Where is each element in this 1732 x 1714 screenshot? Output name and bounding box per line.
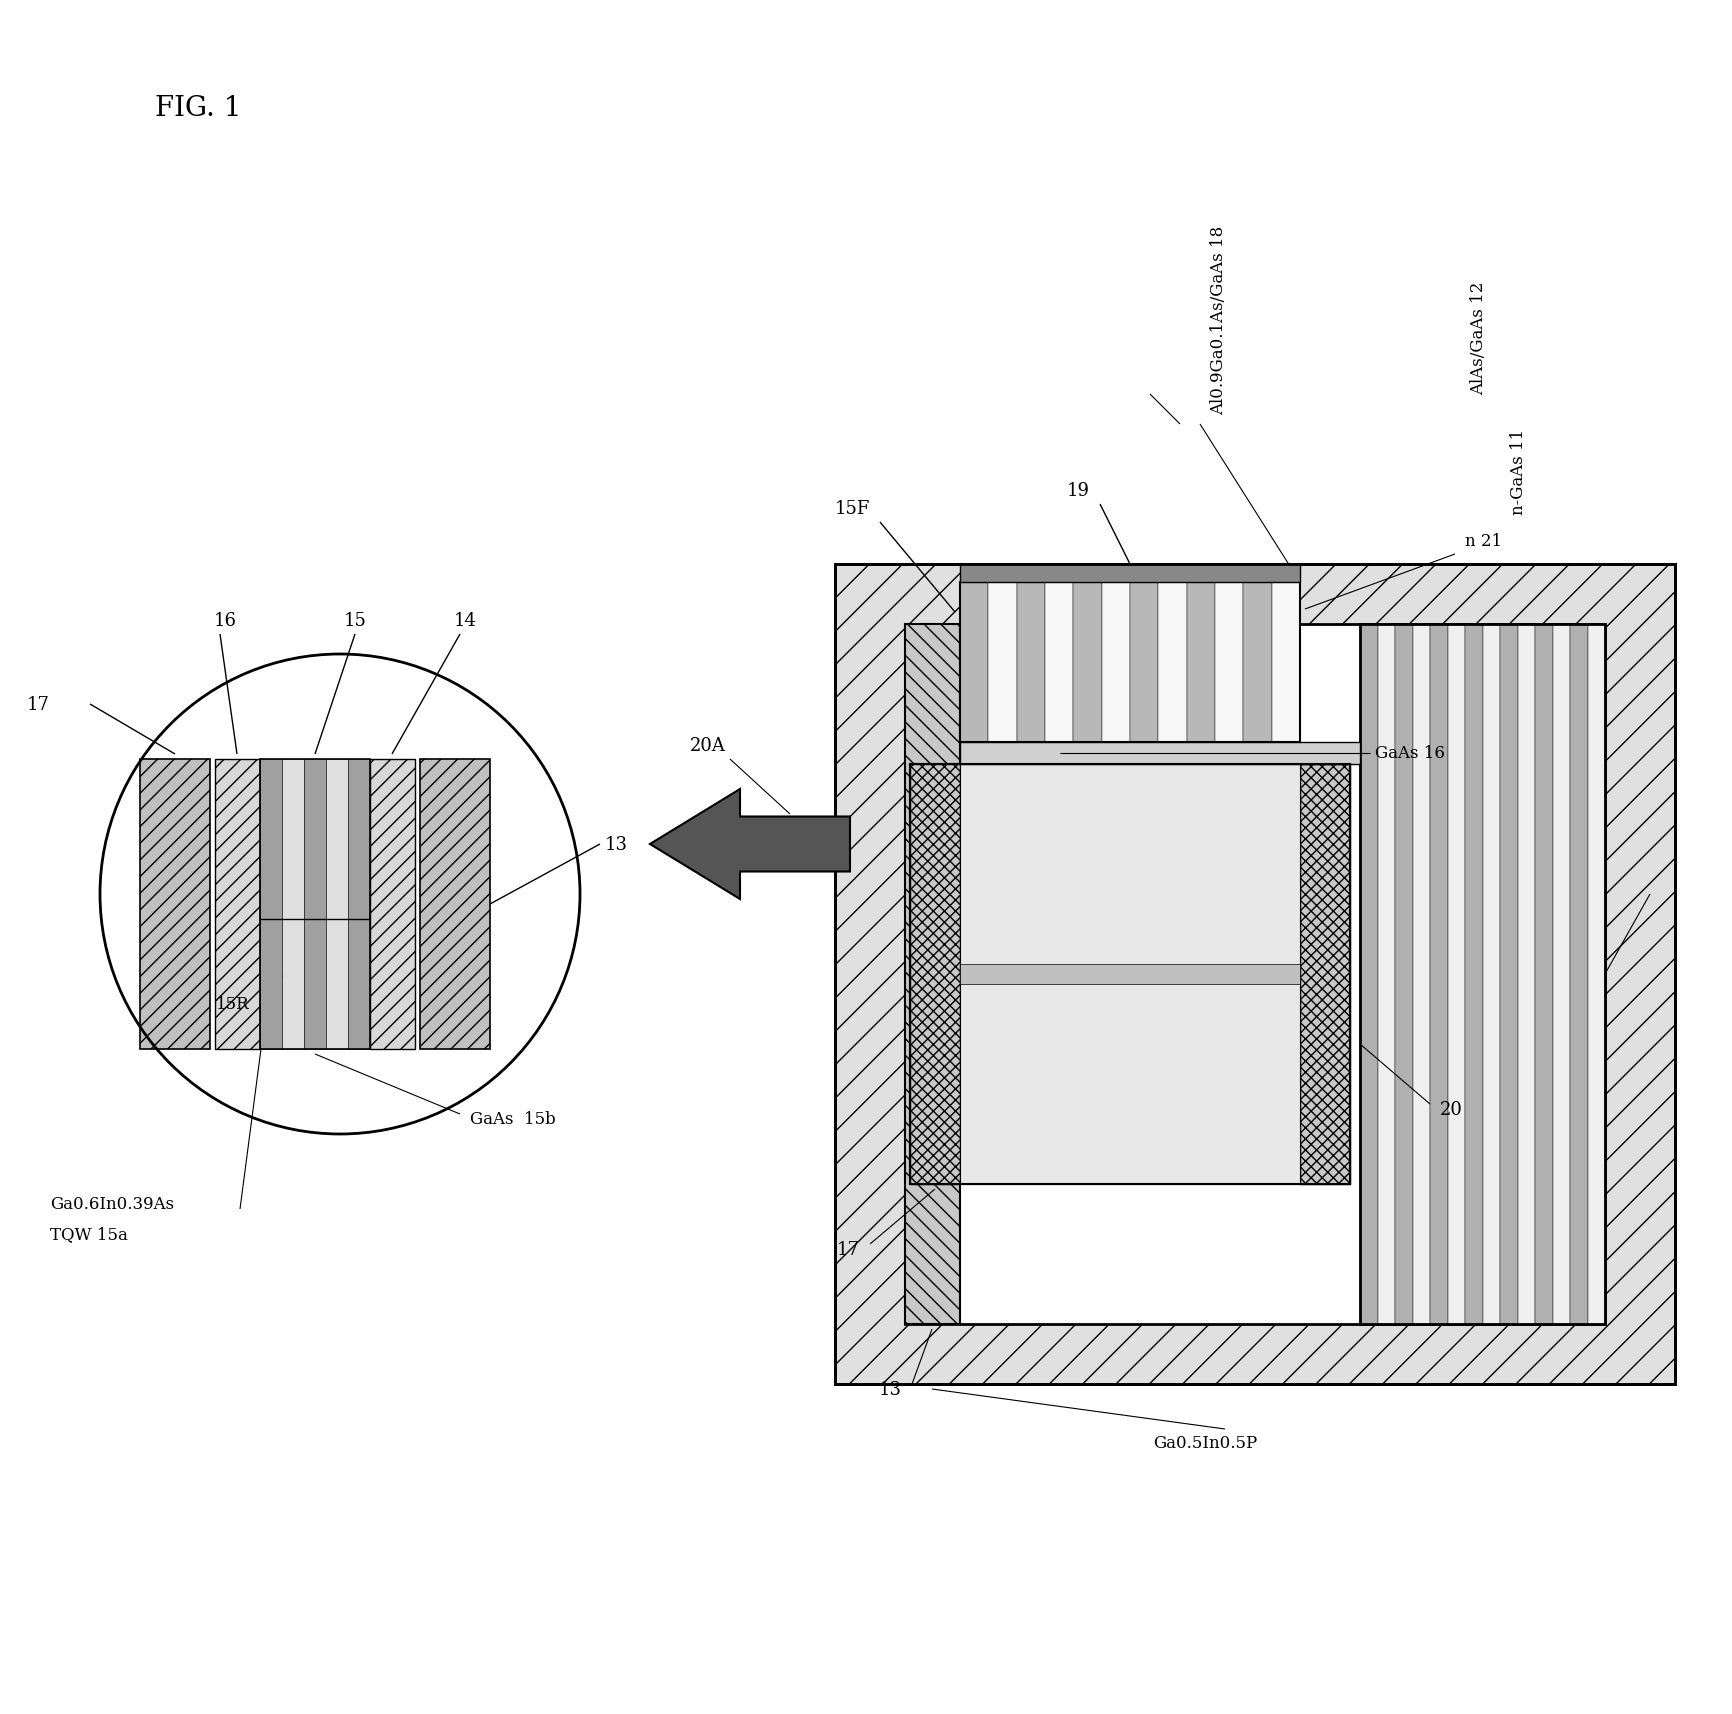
Text: 16: 16 [213, 612, 237, 629]
Bar [1552, 624, 1569, 1325]
Text: 20A: 20A [689, 737, 726, 754]
Text: 17: 17 [28, 696, 50, 713]
Bar [1394, 624, 1413, 1325]
Text: 17: 17 [837, 1241, 861, 1258]
FancyArrow shape [650, 790, 850, 900]
Bar [1301, 764, 1349, 1184]
Bar [1129, 583, 1159, 742]
Bar [1102, 583, 1129, 742]
Bar [1431, 624, 1448, 1325]
Text: 20: 20 [1439, 1100, 1464, 1118]
Text: n 21: n 21 [1465, 533, 1502, 550]
Text: AlAs/GaAs 12: AlAs/GaAs 12 [1470, 281, 1488, 394]
Bar [1216, 583, 1244, 742]
Bar [960, 583, 1301, 742]
Bar [1465, 624, 1483, 1325]
Bar [960, 965, 1301, 984]
Bar [1074, 583, 1102, 742]
Bar [419, 759, 490, 1049]
Bar [960, 742, 1360, 764]
Bar [326, 759, 348, 1049]
Text: 13: 13 [604, 835, 629, 854]
Bar [260, 759, 282, 1049]
Bar [215, 759, 260, 1049]
Bar [1569, 624, 1588, 1325]
Bar [1483, 624, 1500, 1325]
Text: GaAs 16: GaAs 16 [1375, 746, 1444, 763]
Bar [1588, 624, 1606, 1325]
Bar [1448, 624, 1465, 1325]
Bar [305, 759, 326, 1049]
Text: 15R: 15R [216, 996, 249, 1013]
Bar [1360, 624, 1606, 1325]
Bar [1271, 583, 1301, 742]
Bar [1517, 624, 1535, 1325]
Bar [909, 764, 1349, 1184]
Bar [1535, 624, 1552, 1325]
Bar [1377, 624, 1394, 1325]
Bar [1500, 624, 1517, 1325]
Text: FIG. 1: FIG. 1 [154, 94, 241, 122]
Bar [960, 583, 989, 742]
Bar [960, 764, 1301, 1184]
Text: Ga0.5In0.5P: Ga0.5In0.5P [1154, 1435, 1257, 1452]
Bar [1244, 583, 1271, 742]
Bar [1159, 583, 1186, 742]
Bar [906, 624, 1606, 1325]
Bar [960, 564, 1301, 583]
Bar [1017, 583, 1044, 742]
Bar [909, 764, 1349, 1184]
Text: Al0.9Ga0.1As/GaAs 18: Al0.9Ga0.1As/GaAs 18 [1211, 226, 1226, 415]
Text: TQW 15a: TQW 15a [50, 1226, 128, 1243]
Bar [282, 759, 305, 1049]
Bar [348, 759, 371, 1049]
Bar [1413, 624, 1431, 1325]
Bar [989, 583, 1017, 742]
Text: n-GaAs 11: n-GaAs 11 [1510, 428, 1528, 514]
Text: 15F: 15F [835, 500, 869, 518]
Bar [260, 759, 371, 1049]
Bar [909, 764, 960, 1184]
Text: 19: 19 [1067, 482, 1089, 500]
Bar [1186, 583, 1216, 742]
Bar [835, 564, 1675, 1385]
Bar [1360, 624, 1377, 1325]
Text: GaAs  15b: GaAs 15b [469, 1111, 556, 1128]
Text: 13: 13 [880, 1380, 902, 1399]
Bar [835, 564, 1675, 1385]
Bar [1044, 583, 1074, 742]
Text: 14: 14 [454, 612, 476, 629]
Text: Ga0.6In0.39As: Ga0.6In0.39As [50, 1196, 175, 1214]
Bar [140, 759, 210, 1049]
Bar [371, 759, 416, 1049]
Bar [906, 624, 960, 1325]
Text: 15: 15 [343, 612, 367, 629]
